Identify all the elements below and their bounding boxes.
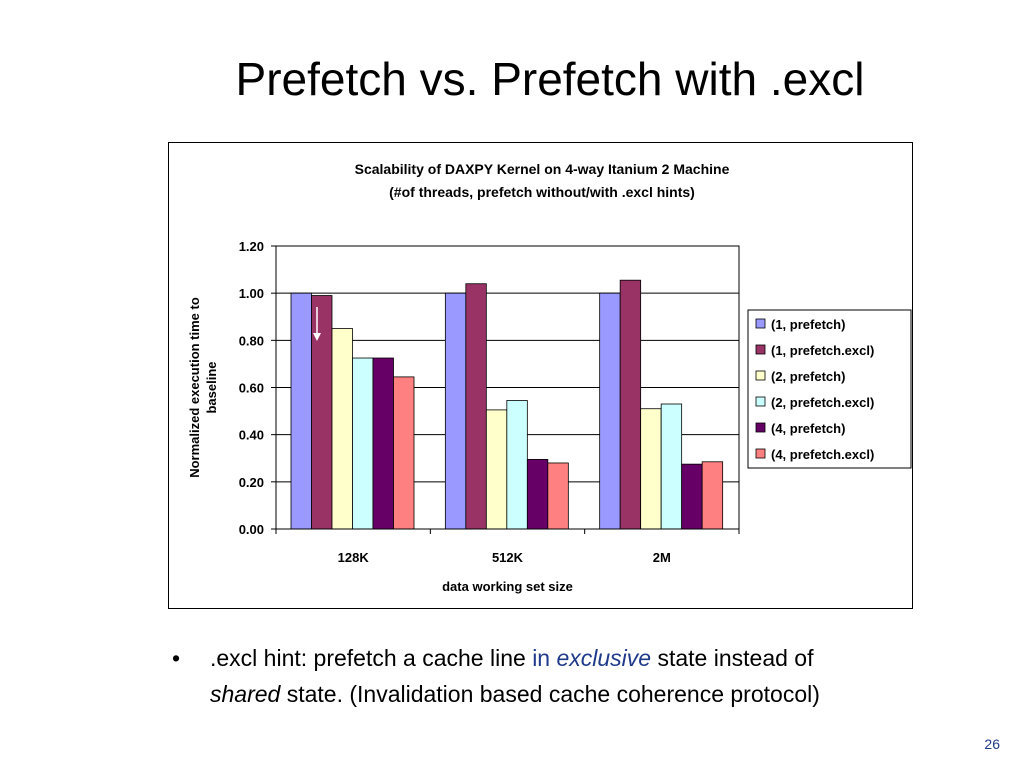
y-tick-label: 0.40 — [239, 428, 264, 443]
bullet-text: .excl hint: prefetch a cache line in exc… — [210, 640, 990, 712]
legend-label: (4, prefetch) — [771, 421, 845, 436]
plot-border — [275, 245, 740, 530]
bar — [372, 357, 394, 530]
y-tick-label: 1.20 — [239, 239, 264, 254]
legend-swatch — [755, 448, 766, 459]
bar — [599, 292, 621, 530]
bullet-text-in: in — [532, 645, 557, 671]
bar — [547, 462, 569, 530]
bar — [311, 295, 333, 530]
bar — [526, 459, 549, 530]
bar-chart: Scalability of DAXPY Kernel on 4-way Ita… — [187, 161, 912, 594]
bar — [640, 408, 662, 530]
bar — [352, 357, 374, 530]
legend-swatch — [755, 318, 766, 329]
bullet-text-shared: shared — [210, 681, 281, 707]
legend-label: (2, prefetch.excl) — [771, 395, 874, 410]
legend-label: (4, prefetch.excl) — [771, 447, 874, 462]
bar — [331, 328, 353, 530]
bar — [660, 403, 683, 530]
y-tick-label: 0.00 — [239, 522, 264, 537]
chart-subtitle: (#of threads, prefetch without/with .exc… — [389, 184, 695, 200]
chart-title: Scalability of DAXPY Kernel on 4-way Ita… — [355, 161, 730, 177]
bar — [465, 283, 487, 530]
chart-frame: Scalability of DAXPY Kernel on 4-way Ita… — [168, 142, 913, 609]
bullet-text-part: state instead of — [651, 645, 814, 671]
legend-swatch — [755, 422, 766, 433]
bar — [444, 292, 467, 530]
legend-label: (1, prefetch) — [771, 317, 845, 332]
legend-label: (1, prefetch.excl) — [771, 343, 874, 358]
y-axis-label: baseline — [204, 361, 219, 413]
bar — [485, 409, 508, 530]
legend-box — [747, 309, 912, 469]
bar — [506, 400, 528, 530]
legend-swatch — [755, 370, 766, 381]
y-tick-label: 0.20 — [239, 475, 264, 490]
x-tick-label: 128K — [338, 550, 370, 565]
bullet-dot: • — [172, 645, 181, 671]
bar — [681, 463, 703, 530]
page-number: 26 — [984, 736, 1000, 752]
bullet-text-exclusive: exclusive — [556, 645, 652, 671]
bullet-text-part: state. (Invalidation based cache coheren… — [280, 681, 820, 707]
slide-title: Prefetch vs. Prefetch with .excl — [235, 53, 865, 105]
bullet-text-part: .excl hint: prefetch a cache line — [210, 645, 533, 671]
bar — [701, 461, 724, 530]
legend-swatch — [755, 396, 766, 407]
bar — [290, 292, 312, 530]
x-axis-label: data working set size — [442, 579, 573, 594]
bar — [619, 279, 642, 530]
y-tick-label: 1.00 — [239, 286, 264, 301]
legend-swatch — [755, 344, 766, 355]
y-tick-label: 0.60 — [239, 381, 264, 396]
x-tick-label: 2M — [653, 550, 671, 565]
y-tick-label: 0.80 — [239, 333, 264, 348]
bar — [393, 376, 415, 530]
annotation-arrowhead — [313, 333, 321, 341]
y-axis-label: Normalized execution time to — [187, 297, 202, 478]
x-tick-label: 512K — [492, 550, 524, 565]
legend-label: (2, prefetch) — [771, 369, 845, 384]
